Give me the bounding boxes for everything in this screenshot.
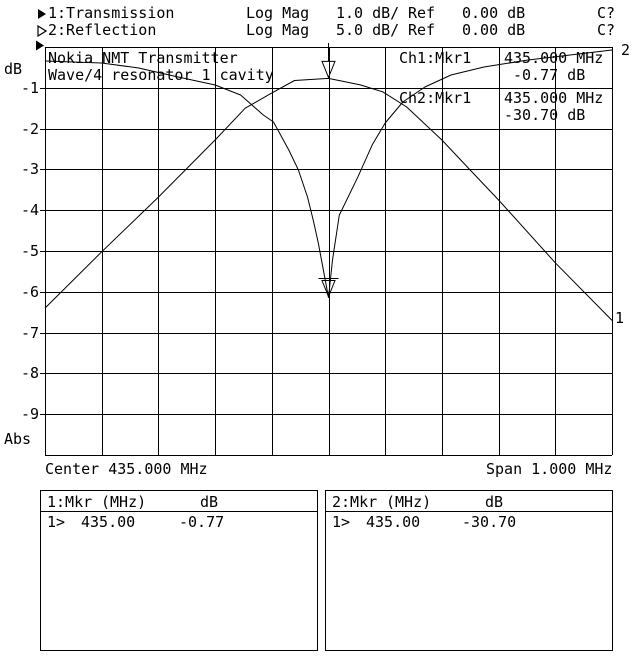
marker-value: -30.70 (462, 513, 517, 531)
channel-1-status-flag: C? (597, 4, 616, 22)
marker-table-1-title: 1:Mkr (47, 493, 93, 511)
channel-1-ref-label: Ref (408, 4, 436, 22)
y-axis-tick-label: -5 (20, 242, 39, 260)
active-channel-icon (37, 7, 47, 19)
marker-table-2-freq-unit: (MHz) (386, 493, 432, 511)
channel-1-label: 1:Transmission (48, 4, 175, 22)
y-axis-tick-label: -2 (20, 119, 39, 138)
marker-value: -0.77 (179, 513, 225, 531)
channel-2-format: Log Mag (246, 21, 310, 39)
marker-table-2: 2:Mkr (MHz) dB 1> 435.00 -30.70 (325, 490, 613, 651)
ch1-marker-readout-freq: 435.000 MHz (504, 49, 604, 67)
center-frequency-label: Center 435.000 MHz (45, 460, 208, 478)
channel-2-status-flag: C? (597, 21, 616, 39)
marker-table-1-freq-unit: (MHz) (101, 493, 147, 511)
trace-1-label: 1 (615, 309, 625, 327)
span-label: Span 1.000 MHz (486, 460, 613, 478)
y-axis-tick-label: -6 (20, 282, 39, 301)
y-axis-tick-label: -4 (20, 201, 39, 220)
plot-title-line1: Nokia NMT Transmitter (48, 49, 238, 67)
ch2-marker-readout-label: Ch2:Mkr1 (399, 89, 472, 107)
y-axis-bottom-label: Abs (4, 430, 32, 448)
ch2-marker-readout-freq: 435.000 MHz (504, 89, 604, 107)
marker-2-icon (321, 280, 336, 298)
ref-position-icon (36, 40, 44, 51)
reflection-trace (44, 49, 613, 298)
y-axis-unit-label: dB (4, 60, 23, 78)
trace-2-label: 2 (621, 41, 631, 59)
inactive-channel-icon (37, 24, 48, 38)
channel-1-ref-value: 0.00 dB (462, 4, 526, 22)
marker-table-1-value-unit: dB (200, 493, 219, 511)
marker-table-1-separator (41, 511, 317, 512)
y-axis-tick-label: -9 (20, 405, 39, 424)
y-axis-tick-label: -8 (20, 364, 39, 383)
marker-freq: 435.00 (81, 513, 136, 531)
marker-table-1: 1:Mkr (MHz) dB 1> 435.00 -0.77 (40, 490, 318, 651)
marker-table-2-title: 2:Mkr (332, 493, 378, 511)
channel-1-format: Log Mag (246, 4, 310, 22)
marker-table-2-separator (326, 511, 612, 512)
marker-table-2-value-unit: dB (485, 493, 504, 511)
marker-freq: 435.00 (366, 513, 421, 531)
y-axis-tick-label: -7 (20, 323, 39, 342)
ch1-marker-readout-value: -0.77 dB (513, 66, 586, 84)
channel-2-ref-label: Ref (408, 21, 436, 39)
y-axis-tick-label: -1 (20, 78, 39, 97)
channel-1-scale: 1.0 dB/ (336, 4, 400, 22)
marker-1-icon (321, 60, 336, 79)
y-axis-tick-label: -3 (20, 160, 39, 179)
ch1-marker-readout-label: Ch1:Mkr1 (399, 49, 472, 67)
marker-number: 1> (47, 513, 66, 531)
channel-2-label: 2:Reflection (48, 21, 157, 39)
channel-2-scale: 5.0 dB/ (336, 21, 400, 39)
channel-2-ref-value: 0.00 dB (462, 21, 526, 39)
ch2-marker-readout-value: -30.70 dB (504, 106, 586, 124)
plot-title-line2: Wave/4 resonator 1 cavity (48, 66, 274, 84)
marker-number: 1> (332, 513, 351, 531)
